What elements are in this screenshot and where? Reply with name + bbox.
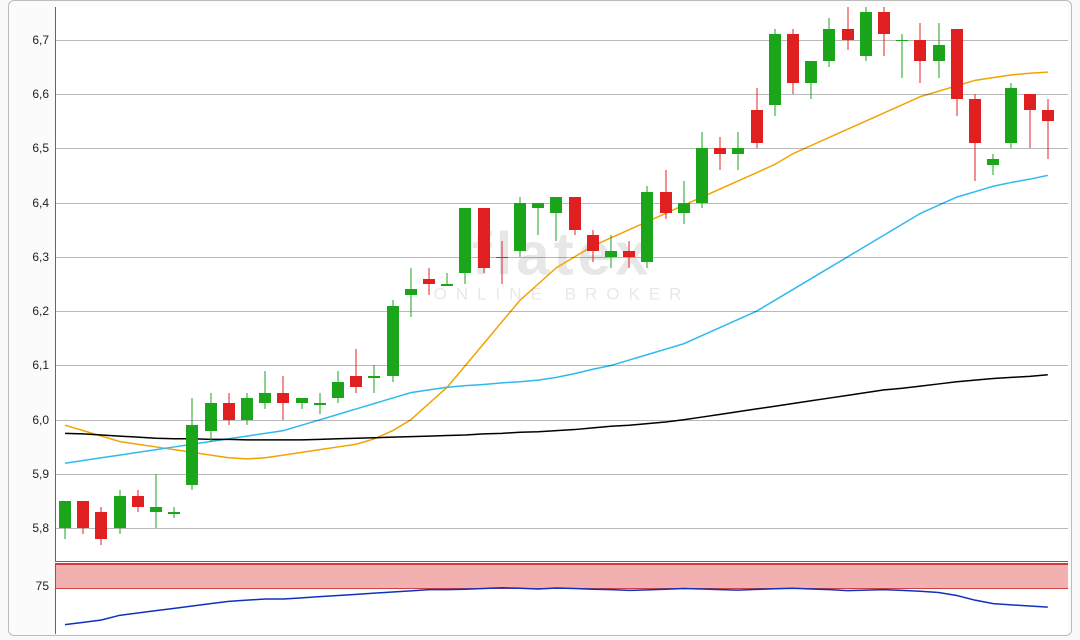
gridline [56, 148, 1068, 149]
price-y-axis: 5,8 5,9 6,0 6,1 6,2 6,3 6,4 6,5 6,6 6,7 [9, 7, 53, 561]
y-tick-label: 6,2 [32, 304, 49, 318]
rsi-y-axis: 75 [9, 563, 53, 633]
gridline [56, 528, 1068, 529]
gridline [56, 365, 1068, 366]
y-tick-label: 6,6 [32, 87, 49, 101]
y-tick-label: 6,3 [32, 250, 49, 264]
y-tick-label: 6,4 [32, 196, 49, 210]
ma-line [65, 72, 1048, 459]
rsi-tick-label: 75 [36, 579, 49, 593]
y-tick-label: 5,9 [32, 467, 49, 481]
gridline [56, 474, 1068, 475]
y-tick-label: 6,1 [32, 358, 49, 372]
gridline [56, 257, 1068, 258]
rsi-line [65, 588, 1048, 625]
chart-frame: flatex ONLINE BROKER 5,8 5,9 6,0 6,1 6,2 6,3 6… [8, 0, 1072, 636]
y-tick-label: 6,0 [32, 413, 49, 427]
rsi-panel[interactable] [55, 563, 1068, 634]
gridline [56, 94, 1068, 95]
ma-lines-layer [56, 7, 1068, 561]
price-chart-panel[interactable]: flatex ONLINE BROKER [55, 7, 1068, 562]
y-tick-label: 6,7 [32, 33, 49, 47]
gridline [56, 311, 1068, 312]
y-tick-label: 5,8 [32, 521, 49, 535]
rsi-line-layer [56, 564, 1068, 634]
y-tick-label: 6,5 [32, 141, 49, 155]
